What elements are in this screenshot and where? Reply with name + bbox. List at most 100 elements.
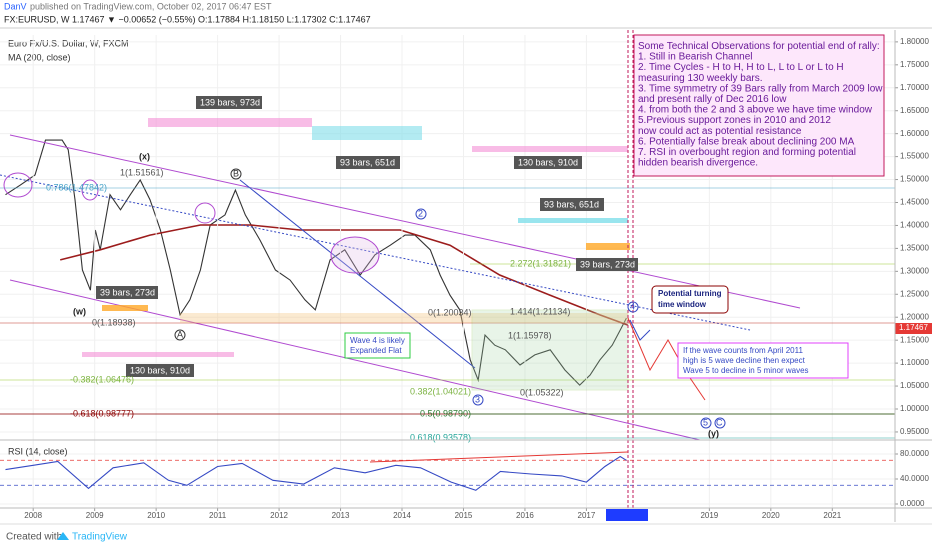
note-line: hidden bearish divergence. [638, 158, 758, 169]
published: published on TradingView.com, October 02… [30, 1, 272, 11]
note-line: measuring 130 weekly bars. [638, 73, 763, 84]
fib-label: -0.382(1.06476) [70, 374, 134, 384]
callout: Wave 5 to decline in 5 minor waves [683, 366, 809, 375]
x-tick-label: 2016 [516, 511, 534, 520]
y-tick-label: 1.40000 [900, 221, 929, 230]
wave-label: B [233, 168, 239, 178]
rsi-legend: RSI (14, close) [8, 446, 68, 456]
callout: Wave 4 is likely [350, 336, 405, 345]
fib-label: 0(1.18938) [92, 317, 136, 327]
fib-label: 0(1.20034) [428, 307, 472, 317]
bar-count: 93 bars, 651d [544, 199, 599, 209]
note-line: 6. Potentially false break about declini… [638, 136, 855, 147]
footer-brand[interactable]: TradingView [72, 532, 128, 543]
note-line: 1. Still in Bearish Channel [638, 52, 753, 63]
fib-label: 0.5(0.98790) [420, 408, 471, 418]
x-tick-label: 2013 [332, 511, 350, 520]
instrument: Euro Fx/U.S. Dollar, W, FXCM [8, 38, 129, 48]
fib-label: 1(1.51561) [120, 167, 164, 177]
fib-label: 0.382(1.04021) [410, 386, 471, 396]
x-tick-label: 2019 [700, 511, 718, 520]
callout: Expanded Flat [350, 346, 402, 355]
fib-label: 0.618(0.93578) [410, 432, 471, 442]
series-line [60, 224, 628, 326]
notes: Some Technical Observations for potentia… [638, 41, 883, 169]
wave-label: 4 [630, 301, 635, 311]
annotations: 139 bars, 973d 93 bars, 651d 130 bars, 9… [46, 96, 928, 442]
x-tick-label: 2014 [393, 511, 411, 520]
y-tick-label: 0.0000 [900, 499, 925, 508]
fib-label: 1.414(1.21134) [510, 306, 570, 316]
x-tick-label: 2015 [455, 511, 473, 520]
footer-created: Created with [6, 532, 62, 543]
callout: Potential turning [658, 289, 722, 298]
y-tick-label: 1.60000 [900, 129, 929, 138]
date-marker [606, 509, 648, 521]
wave-label: C [716, 417, 723, 427]
callout: time window [658, 300, 707, 309]
y-tick-label: 1.20000 [900, 312, 929, 321]
y-tick-label: 40.0000 [900, 474, 929, 483]
x-tick-label: 2017 [578, 511, 596, 520]
y-tick-label: 0.95000 [900, 427, 929, 436]
y-tick-label: 1.55000 [900, 152, 929, 161]
symbol: FX:EURUSD, W 1.17467 ▼ −0.00652 (−0.55%)… [4, 14, 371, 24]
author[interactable]: DanV [4, 1, 27, 11]
bar-count: 39 bars, 273d [100, 287, 155, 297]
note-line: now could act as potential resistance [638, 126, 802, 137]
note-line: Some Technical Observations for potentia… [638, 41, 880, 52]
last-price: 1.17467 [899, 323, 928, 332]
fib-label: 0.786(1.47842) [46, 182, 107, 192]
y-tick-label: 1.15000 [900, 335, 929, 344]
divergence-line [369, 451, 629, 463]
note-line: 3. Time symmetry of 39 Bars rally from M… [638, 83, 883, 94]
x-tick-label: 2011 [209, 511, 227, 520]
y-tick-label: 1.45000 [900, 198, 929, 207]
x-tick-label: 2012 [270, 511, 288, 520]
series-line [5, 139, 627, 386]
series-line [5, 455, 627, 491]
bar-count: 93 bars, 651d [340, 157, 395, 167]
y-tick-label: 1.35000 [900, 243, 929, 252]
wave-label: 5 [703, 417, 708, 427]
x-tick-label: 2009 [86, 511, 104, 520]
wave-label: A [177, 329, 183, 339]
logo [57, 532, 69, 540]
bar-count: 130 bars, 910d [130, 365, 190, 375]
y-tick-label: 1.00000 [900, 404, 929, 413]
y-tick-label: 1.70000 [900, 83, 929, 92]
x-tick-label: 2010 [147, 511, 165, 520]
x-tick-label: 2021 [823, 511, 841, 520]
wave-label: 2 [418, 208, 423, 218]
callout: high is 5 wave decline then expect [683, 356, 806, 365]
y-tick-label: 1.75000 [900, 60, 929, 69]
y-tick-label: 1.25000 [900, 289, 929, 298]
callout: If the wave counts from April 2011 [683, 346, 803, 355]
note-line: 5.Previous support zones in 2010 and 201… [638, 115, 831, 126]
note-line: 2. Time Cycles - H to H, H to L, L to L … [638, 62, 844, 73]
y-tick-label: 1.65000 [900, 106, 929, 115]
wave-label: (x) [139, 151, 150, 161]
wave-label: 3 [475, 394, 480, 404]
wave-label: (y) [708, 428, 719, 438]
y-tick-label: 80.0000 [900, 449, 929, 458]
wave-label: (w) [73, 306, 86, 316]
bar-count: 130 bars, 910d [518, 157, 578, 167]
fib-label: 1(1.15978) [508, 330, 552, 340]
ma-legend: MA (200, close) [8, 52, 71, 62]
fib-label: 2.272(1.31821) [510, 258, 571, 268]
bar-count: 139 bars, 973d [200, 97, 260, 107]
note-line: and present rally of Dec 2016 low [638, 94, 787, 105]
x-tick-label: 2008 [24, 511, 42, 520]
channel [0, 30, 932, 520]
fib-label: 0(1.05322) [520, 387, 564, 397]
y-tick-label: 1.10000 [900, 358, 929, 367]
bar-count: 39 bars, 273d [580, 259, 635, 269]
y-tick-label: 1.30000 [900, 266, 929, 275]
note-line: 7. RSI in overbought region and forming … [638, 147, 856, 158]
note-line: 4. from both the 2 and 3 above we have t… [638, 105, 873, 116]
fib-label: -0.618(0.98777) [70, 408, 134, 418]
y-tick-label: 1.50000 [900, 175, 929, 184]
x-tick-label: 2020 [762, 511, 780, 520]
